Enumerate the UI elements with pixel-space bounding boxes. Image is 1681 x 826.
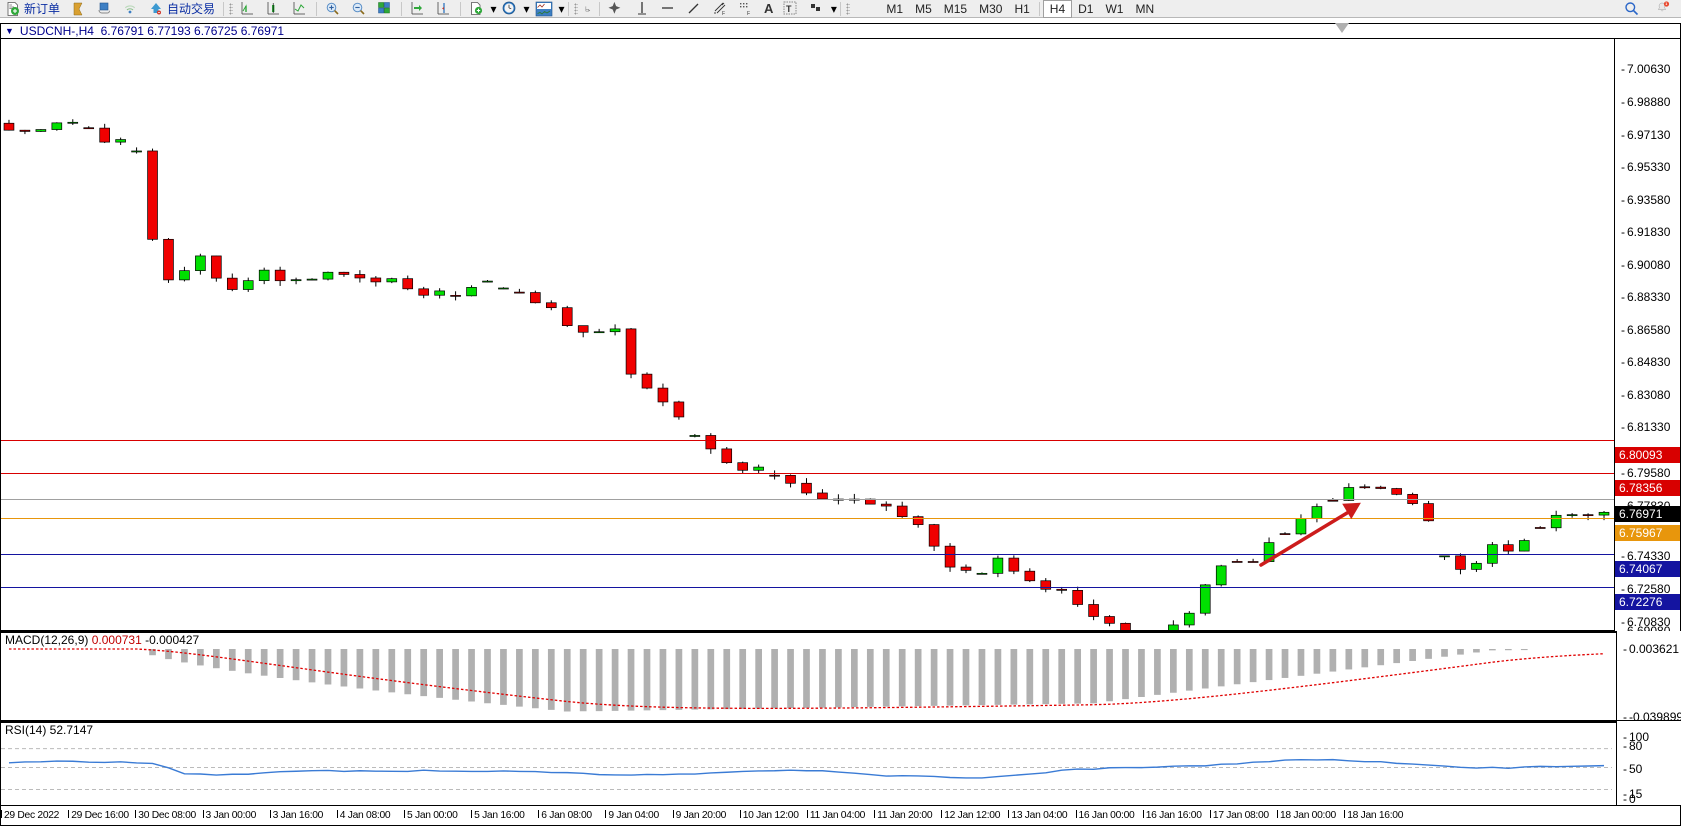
svg-text:F: F — [747, 11, 750, 17]
svg-text:F: F — [722, 11, 725, 17]
svg-text:T: T — [786, 4, 792, 14]
svg-text:1: 1 — [1665, 2, 1667, 6]
